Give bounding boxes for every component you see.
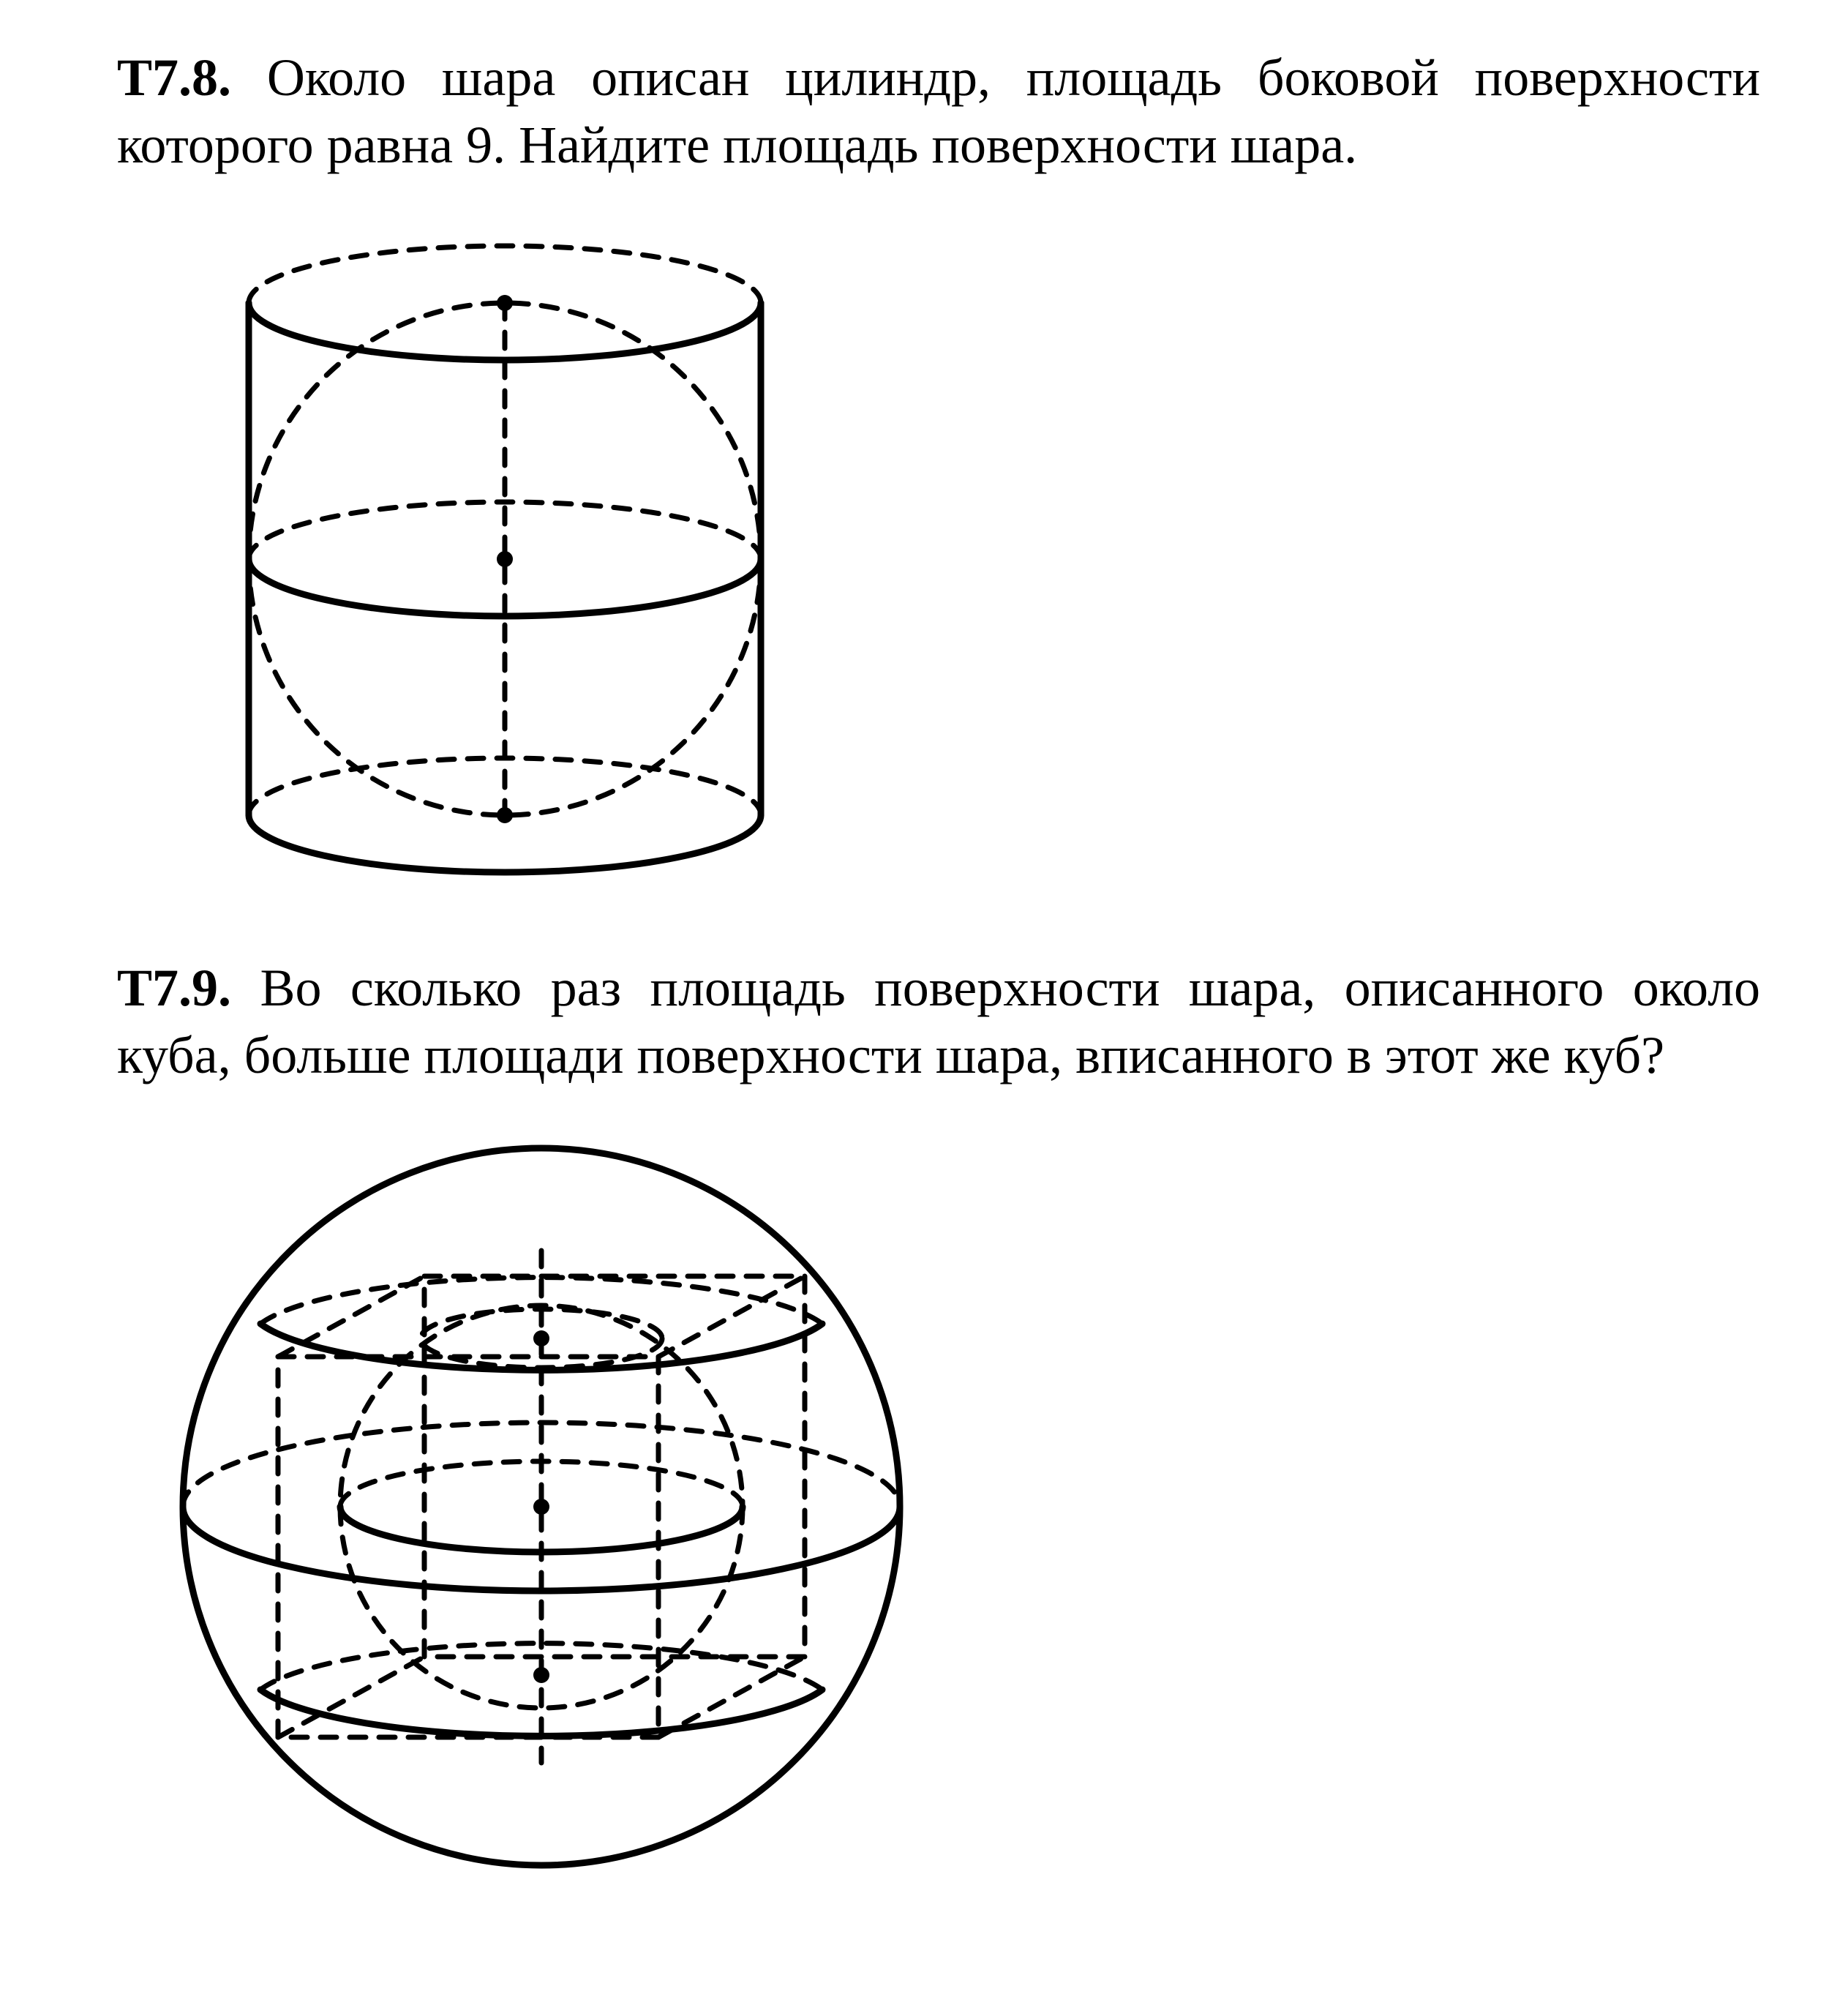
problem-text: Т7.8. Около шара описан цилиндр, площадь… [117,44,1760,179]
problem-label: Т7.8. [117,48,231,107]
problem-label: Т7.9. [117,959,231,1017]
problem-text: Т7.9. Во сколько раз площадь поверхности… [117,954,1760,1089]
figure-cylinder-sphere [117,208,1760,910]
figure-cube-spheres [117,1119,1760,1895]
page: Т7.8. Около шара описан цилиндр, площадь… [0,0,1848,1997]
cylinder-sphere-diagram [117,208,893,910]
problem-body: Во сколько раз площадь поверхности шара,… [117,959,1760,1084]
problem-t7-9: Т7.9. Во сколько раз площадь поверхности… [117,954,1760,1894]
problem-t7-8: Т7.8. Около шара описан цилиндр, площадь… [117,44,1760,910]
cube-spheres-diagram [117,1119,966,1895]
problem-body: Около шара описан цилиндр, площадь боков… [117,48,1760,174]
